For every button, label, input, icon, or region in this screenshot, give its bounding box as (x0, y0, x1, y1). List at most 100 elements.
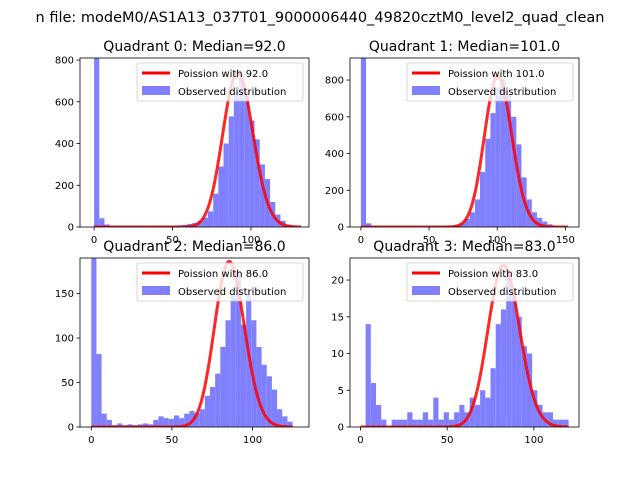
histogram-bar (96, 354, 102, 427)
histogram-bar (505, 94, 512, 227)
axes-frame (349, 57, 580, 228)
histogram-bar (558, 419, 564, 427)
y-tick-label: 400 (55, 139, 74, 150)
subplot-0: 0 50 100 0 200 400 600 800 Quadrant 0: Median=92… (55, 39, 310, 246)
poisson-curve (91, 260, 293, 427)
histogram-bar (490, 113, 496, 227)
x-tick-label: 50 (166, 435, 179, 446)
histogram-bar (376, 404, 382, 427)
legend-hist-swatch (142, 286, 170, 295)
histogram-bar (480, 171, 486, 227)
legend-hist-label: Observed distribution (178, 87, 286, 98)
legend-box (406, 62, 574, 102)
histogram-bar (370, 382, 377, 427)
histogram-bar (547, 412, 553, 427)
legend-hist-swatch (412, 286, 440, 295)
figure-title: n file: modeM0/AS1A13_037T01_9000006440_… (36, 10, 605, 26)
y-tick-label: 800 (325, 76, 344, 87)
histogram-bar (239, 76, 245, 227)
x-tick-label: 0 (91, 235, 97, 246)
histogram-bar (287, 421, 293, 427)
legend-box (136, 62, 304, 102)
x-tick-label: 100 (243, 435, 262, 446)
histogram-bar (282, 416, 288, 427)
histogram-bar (266, 376, 272, 427)
y-tick-label: 200 (55, 181, 74, 192)
x-tick-label: 0 (88, 435, 94, 446)
y-tick-label: 0 (338, 223, 344, 234)
x-tick-label: 150 (556, 235, 575, 246)
subplot-title: Quadrant 2: Median=86.0 (103, 239, 285, 255)
histogram-bar (249, 120, 255, 227)
histogram-bar (500, 80, 506, 227)
legend: Poission with 86.0 Observed distribution (136, 262, 304, 302)
histogram-bar (490, 368, 496, 427)
histogram-bar (271, 389, 278, 427)
histogram-bar (532, 390, 538, 427)
histogram-bar (254, 139, 260, 227)
histogram-bar (158, 416, 164, 427)
y-tick-label: 15 (331, 312, 344, 323)
histogram-bar (537, 217, 543, 227)
subplot-title: Quadrant 3: Median=83.0 (373, 239, 555, 255)
histogram-bar (552, 419, 559, 427)
histogram-bar (443, 412, 449, 427)
poisson-curve (360, 263, 569, 427)
histogram-bar (428, 419, 434, 427)
histogram-bar (474, 199, 481, 227)
histogram-bar (261, 364, 267, 427)
legend-hist-swatch (142, 86, 170, 95)
histogram-bar (153, 419, 159, 427)
histogram-bar (215, 373, 221, 427)
histogram-bar (244, 93, 250, 227)
y-tick-label: 600 (55, 97, 74, 108)
histogram-bar (542, 221, 548, 227)
histogram-bar (117, 423, 123, 427)
histogram-bar (106, 419, 112, 427)
histogram-bar (366, 223, 372, 227)
y-tick-label: 800 (55, 56, 74, 67)
x-tick-label: 100 (524, 435, 543, 446)
legend: Poission with 83.0 Observed distribution (406, 262, 574, 302)
histogram-bar (485, 138, 491, 227)
histogram-bar (396, 419, 403, 427)
poisson-curve (94, 71, 302, 227)
histogram-bar (402, 419, 408, 427)
histogram-bar (163, 418, 169, 427)
histogram-bar (99, 218, 105, 227)
histogram-bar (474, 404, 481, 427)
y-tick-label: 400 (325, 149, 344, 160)
histogram-bar (218, 166, 224, 227)
histogram-bar (256, 346, 262, 427)
subplot-2: 0 50 100 0 50 100 150 Quadrant 2: Median=86.0 Po… (55, 239, 310, 446)
histogram-bar (213, 193, 219, 227)
histogram-bar (417, 419, 423, 427)
x-tick-label: 50 (166, 235, 179, 246)
subplot-title: Quadrant 0: Median=92.0 (103, 39, 285, 55)
histogram-bar (223, 143, 229, 227)
x-tick-label: 50 (423, 235, 436, 246)
histogram-bar (179, 418, 185, 427)
subplot-3: 0 50 100 0 5 10 15 20 Quadrant 3: Median=83.0 Poi… (331, 239, 580, 446)
legend-hist-label: Observed distribution (448, 287, 556, 298)
histogram-bar (438, 419, 444, 427)
histogram-bar (516, 144, 522, 227)
x-tick-label: 100 (488, 235, 507, 246)
histogram-bar (225, 320, 231, 427)
axes-frame (349, 257, 580, 428)
histogram-bar (454, 412, 460, 427)
histogram-bar (189, 410, 195, 427)
histogram-bar (422, 412, 429, 427)
histogram-bar (209, 386, 216, 427)
histogram-bars (365, 272, 569, 427)
histogram-bar (412, 419, 418, 427)
histogram-bar (240, 324, 247, 427)
x-tick-label: 0 (358, 235, 364, 246)
histogram-bar (360, 58, 367, 227)
histogram-bar (251, 320, 257, 427)
y-tick-label: 100 (55, 334, 74, 345)
y-tick-label: 0 (68, 423, 74, 434)
histogram-bar (173, 415, 180, 427)
x-tick-label: 0 (357, 435, 363, 446)
histogram-bar (235, 271, 241, 427)
